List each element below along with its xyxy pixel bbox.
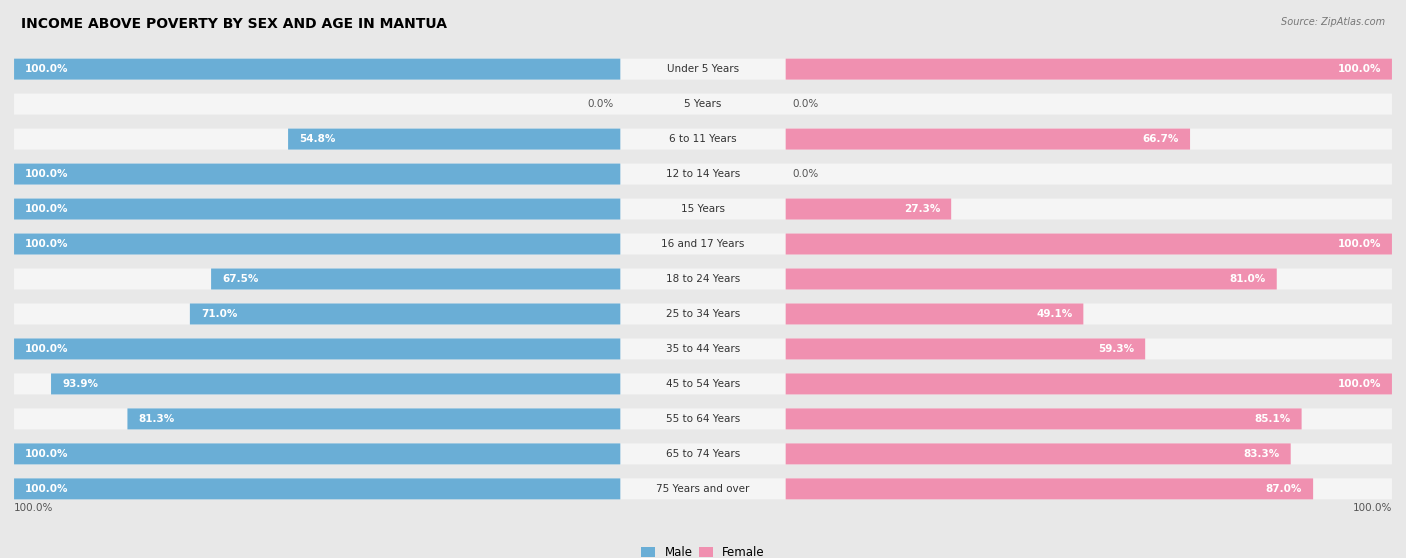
Text: 83.3%: 83.3% bbox=[1243, 449, 1279, 459]
Text: 100.0%: 100.0% bbox=[1337, 64, 1381, 74]
Text: 100.0%: 100.0% bbox=[25, 449, 69, 459]
Text: 81.0%: 81.0% bbox=[1229, 274, 1265, 284]
Text: 18 to 24 Years: 18 to 24 Years bbox=[666, 274, 740, 284]
Text: 25 to 34 Years: 25 to 34 Years bbox=[666, 309, 740, 319]
Text: 100.0%: 100.0% bbox=[25, 239, 69, 249]
FancyBboxPatch shape bbox=[14, 59, 620, 80]
FancyBboxPatch shape bbox=[14, 234, 1392, 254]
FancyBboxPatch shape bbox=[14, 478, 1392, 499]
Text: 67.5%: 67.5% bbox=[222, 274, 259, 284]
FancyBboxPatch shape bbox=[786, 268, 1277, 290]
Text: 49.1%: 49.1% bbox=[1036, 309, 1073, 319]
Text: 85.1%: 85.1% bbox=[1254, 414, 1291, 424]
FancyBboxPatch shape bbox=[786, 59, 1392, 80]
Text: Source: ZipAtlas.com: Source: ZipAtlas.com bbox=[1281, 17, 1385, 27]
Text: 15 Years: 15 Years bbox=[681, 204, 725, 214]
Text: 27.3%: 27.3% bbox=[904, 204, 941, 214]
FancyBboxPatch shape bbox=[786, 408, 1302, 430]
FancyBboxPatch shape bbox=[786, 128, 1189, 150]
Text: 6 to 11 Years: 6 to 11 Years bbox=[669, 134, 737, 144]
FancyBboxPatch shape bbox=[786, 444, 1291, 464]
Text: 71.0%: 71.0% bbox=[201, 309, 238, 319]
Text: 35 to 44 Years: 35 to 44 Years bbox=[666, 344, 740, 354]
FancyBboxPatch shape bbox=[786, 373, 1392, 395]
Text: 100.0%: 100.0% bbox=[25, 64, 69, 74]
FancyBboxPatch shape bbox=[14, 163, 620, 185]
Text: 5 Years: 5 Years bbox=[685, 99, 721, 109]
FancyBboxPatch shape bbox=[14, 373, 1392, 395]
FancyBboxPatch shape bbox=[14, 199, 620, 219]
Text: 45 to 54 Years: 45 to 54 Years bbox=[666, 379, 740, 389]
Text: 54.8%: 54.8% bbox=[299, 134, 336, 144]
FancyBboxPatch shape bbox=[14, 339, 620, 359]
Text: 16 and 17 Years: 16 and 17 Years bbox=[661, 239, 745, 249]
Text: 0.0%: 0.0% bbox=[588, 99, 613, 109]
FancyBboxPatch shape bbox=[786, 339, 1146, 359]
Text: 65 to 74 Years: 65 to 74 Years bbox=[666, 449, 740, 459]
Text: 100.0%: 100.0% bbox=[25, 344, 69, 354]
FancyBboxPatch shape bbox=[14, 234, 620, 254]
Text: 0.0%: 0.0% bbox=[793, 169, 818, 179]
FancyBboxPatch shape bbox=[190, 304, 620, 324]
Text: 100.0%: 100.0% bbox=[25, 169, 69, 179]
FancyBboxPatch shape bbox=[786, 478, 1313, 499]
Text: 93.9%: 93.9% bbox=[62, 379, 98, 389]
Text: 100.0%: 100.0% bbox=[1353, 503, 1392, 513]
FancyBboxPatch shape bbox=[14, 128, 1392, 150]
FancyBboxPatch shape bbox=[14, 94, 1392, 114]
FancyBboxPatch shape bbox=[14, 199, 1392, 219]
Text: 100.0%: 100.0% bbox=[25, 204, 69, 214]
FancyBboxPatch shape bbox=[14, 59, 1392, 80]
Text: 100.0%: 100.0% bbox=[1337, 379, 1381, 389]
FancyBboxPatch shape bbox=[14, 478, 620, 499]
FancyBboxPatch shape bbox=[14, 163, 1392, 185]
FancyBboxPatch shape bbox=[786, 199, 952, 219]
Text: 12 to 14 Years: 12 to 14 Years bbox=[666, 169, 740, 179]
Text: 100.0%: 100.0% bbox=[25, 484, 69, 494]
FancyBboxPatch shape bbox=[14, 339, 1392, 359]
FancyBboxPatch shape bbox=[128, 408, 620, 430]
FancyBboxPatch shape bbox=[211, 268, 620, 290]
FancyBboxPatch shape bbox=[786, 304, 1084, 324]
Text: 66.7%: 66.7% bbox=[1143, 134, 1180, 144]
Text: Under 5 Years: Under 5 Years bbox=[666, 64, 740, 74]
FancyBboxPatch shape bbox=[14, 408, 1392, 430]
FancyBboxPatch shape bbox=[288, 128, 620, 150]
FancyBboxPatch shape bbox=[14, 268, 1392, 290]
FancyBboxPatch shape bbox=[14, 304, 1392, 324]
FancyBboxPatch shape bbox=[51, 373, 620, 395]
Text: 59.3%: 59.3% bbox=[1098, 344, 1135, 354]
Text: 87.0%: 87.0% bbox=[1265, 484, 1302, 494]
Text: 75 Years and over: 75 Years and over bbox=[657, 484, 749, 494]
Legend: Male, Female: Male, Female bbox=[637, 541, 769, 558]
Text: 100.0%: 100.0% bbox=[1337, 239, 1381, 249]
Text: 55 to 64 Years: 55 to 64 Years bbox=[666, 414, 740, 424]
FancyBboxPatch shape bbox=[14, 444, 1392, 464]
Text: 0.0%: 0.0% bbox=[793, 99, 818, 109]
FancyBboxPatch shape bbox=[14, 444, 620, 464]
Text: 100.0%: 100.0% bbox=[14, 503, 53, 513]
Text: 81.3%: 81.3% bbox=[138, 414, 174, 424]
FancyBboxPatch shape bbox=[786, 234, 1392, 254]
Text: INCOME ABOVE POVERTY BY SEX AND AGE IN MANTUA: INCOME ABOVE POVERTY BY SEX AND AGE IN M… bbox=[21, 17, 447, 31]
